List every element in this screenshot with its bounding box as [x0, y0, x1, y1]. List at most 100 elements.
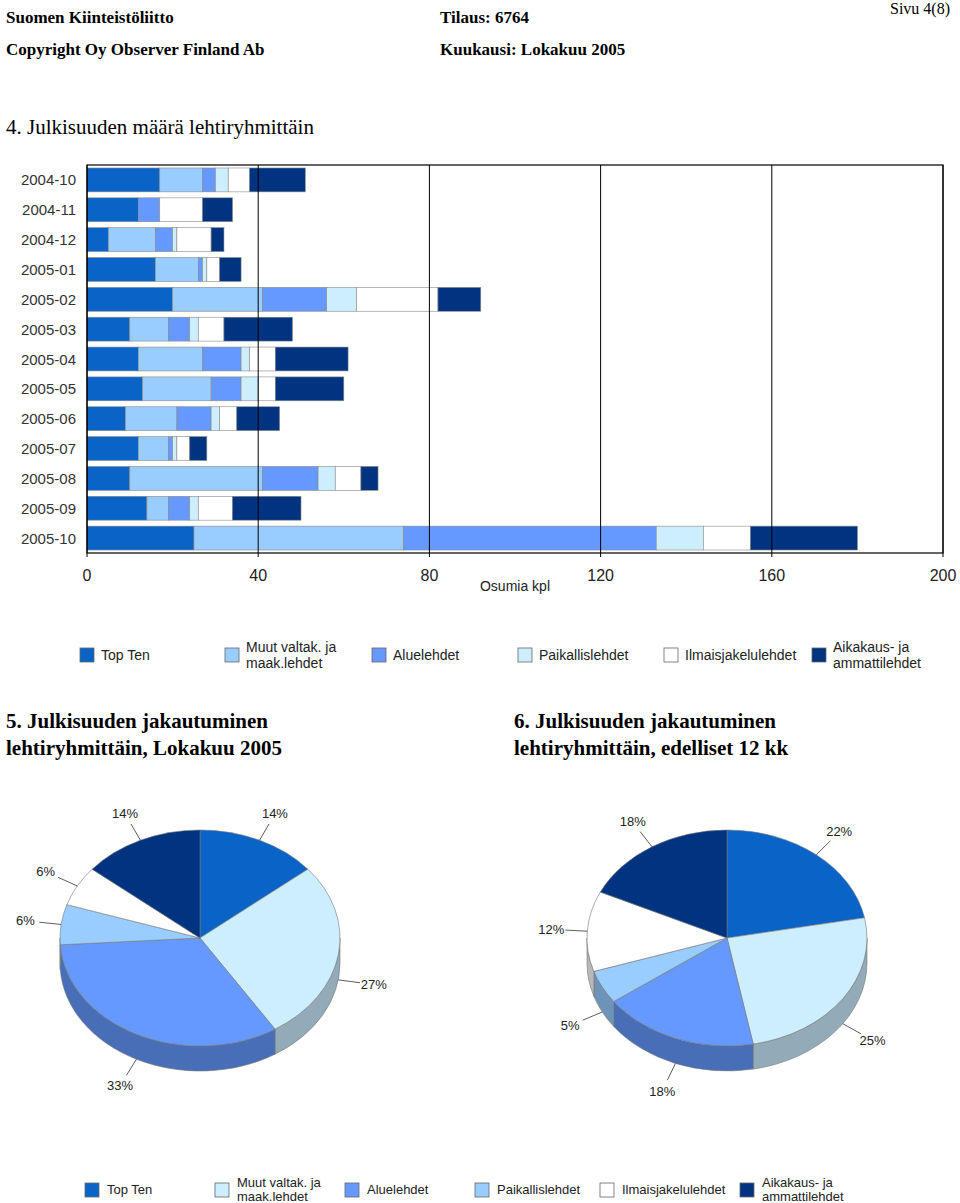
category-label: 2005-03 [21, 321, 76, 338]
legend-label: Paikallislehdet [497, 1170, 597, 1203]
bar-segment [155, 228, 172, 252]
category-label: 2005-10 [21, 530, 76, 547]
tick-mark [429, 553, 430, 557]
bar-segment [203, 168, 216, 192]
legend-label: Top Ten [101, 635, 211, 675]
chart-title: 4. Julkisuuden määrä lehtiryhmittäin [6, 115, 314, 140]
page-canvas: 2004-102004-112004-122005-012005-022005-… [0, 0, 960, 1203]
chart-title: 6. Julkisuuden jakautuminen lehtiryhmitt… [514, 708, 844, 763]
bar-segment [87, 526, 194, 550]
bar-segment [173, 437, 177, 461]
tick-mark [943, 553, 944, 557]
leader-line [816, 841, 830, 855]
data-label: 5% [561, 1018, 580, 1033]
bar-segment [87, 198, 138, 222]
bar-segment [138, 347, 202, 371]
tick-label: 80 [421, 567, 439, 584]
legend-swatch [345, 1183, 359, 1197]
bar-segment [361, 466, 378, 490]
pie: Top TenMuut valtak. ja maak.lehdetAluele… [60, 830, 340, 1071]
legend-label: Top Ten [107, 1170, 207, 1203]
grid-line [429, 165, 430, 553]
legend-swatch [372, 648, 386, 662]
grid-line [87, 165, 88, 553]
bar-segment [87, 258, 155, 282]
bar-segment [250, 347, 276, 371]
chart-title: 5. Julkisuuden jakautuminen lehtiryhmitt… [6, 708, 336, 763]
bar-segment [126, 407, 177, 431]
bar-segment [211, 377, 241, 401]
bar-segment [203, 347, 242, 371]
leader-line [583, 1012, 603, 1020]
bar-segment [87, 377, 143, 401]
pie-slice: Aluelehdet [60, 938, 275, 1046]
bar-segment [155, 258, 198, 282]
pie-slice: Aikakaus- ja ammattilehdet [92, 830, 200, 938]
bar-segment [211, 228, 224, 252]
bar-segment [130, 317, 169, 341]
bar-segment [177, 407, 211, 431]
category-label: 2005-07 [21, 440, 76, 457]
leader-line [260, 824, 269, 840]
data-label: 25% [860, 1033, 886, 1048]
leader-line [640, 832, 652, 847]
tick-label: 120 [587, 567, 614, 584]
legend-swatch [600, 1183, 614, 1197]
bar-segment [87, 228, 108, 252]
bar-segment [190, 317, 199, 341]
header-copyright: Copyright Oy Observer Finland Ab [6, 40, 265, 60]
legend-label: Aluelehdet [367, 1170, 467, 1203]
bar-segment [147, 496, 168, 520]
bar-segment [173, 287, 263, 311]
bar-segment [173, 228, 177, 252]
legend-label: Aikakaus- ja ammattilehdet [762, 1170, 857, 1203]
legend-swatch [812, 648, 826, 662]
legend-swatch [225, 648, 239, 662]
bar-segment [207, 258, 220, 282]
bar-segment [198, 317, 224, 341]
data-label: 27% [361, 977, 387, 992]
data-label: 14% [112, 806, 138, 821]
bar-segment [703, 526, 750, 550]
bar-segment [198, 258, 202, 282]
leader-line [126, 1059, 136, 1075]
leader-line [843, 1024, 861, 1034]
bar-segment [203, 258, 207, 282]
category-label: 2005-06 [21, 410, 76, 427]
header-page: Sivu 4(8) [890, 0, 950, 18]
legend-swatch [80, 648, 94, 662]
bar-segment [203, 198, 233, 222]
data-label: 22% [826, 824, 852, 839]
bar-segment [87, 317, 130, 341]
category-label: 2005-04 [21, 351, 76, 368]
data-label: 6% [16, 913, 35, 928]
bar-segment [318, 466, 335, 490]
legend-swatch [215, 1183, 229, 1197]
bar-segment [275, 377, 343, 401]
tick-label: 160 [758, 567, 785, 584]
bar-segment [233, 496, 301, 520]
bar-segment [177, 228, 211, 252]
bar-segment [138, 437, 168, 461]
grid-line [600, 165, 601, 553]
bar-segment [656, 526, 703, 550]
category-label: 2005-09 [21, 500, 76, 517]
bar-segment [168, 496, 189, 520]
data-label: 18% [649, 1084, 675, 1099]
bar-segment [211, 407, 220, 431]
category-label: 2004-12 [21, 231, 76, 248]
legend-swatch [664, 648, 678, 662]
header-organization: Suomen Kiinteistöliitto [6, 8, 174, 28]
category-label: 2005-05 [21, 380, 76, 397]
bar-segment [168, 317, 189, 341]
bar-segment [87, 466, 130, 490]
data-label: 6% [36, 864, 55, 879]
grid-line [771, 165, 772, 553]
legend-label: Muut valtak. ja maak.lehdet [246, 635, 354, 675]
leader-line [565, 930, 587, 931]
bar-segment [87, 347, 138, 371]
tick-label: 40 [249, 567, 267, 584]
legend-swatch [85, 1183, 99, 1197]
bar-segment [220, 258, 241, 282]
bar-segment [87, 437, 138, 461]
